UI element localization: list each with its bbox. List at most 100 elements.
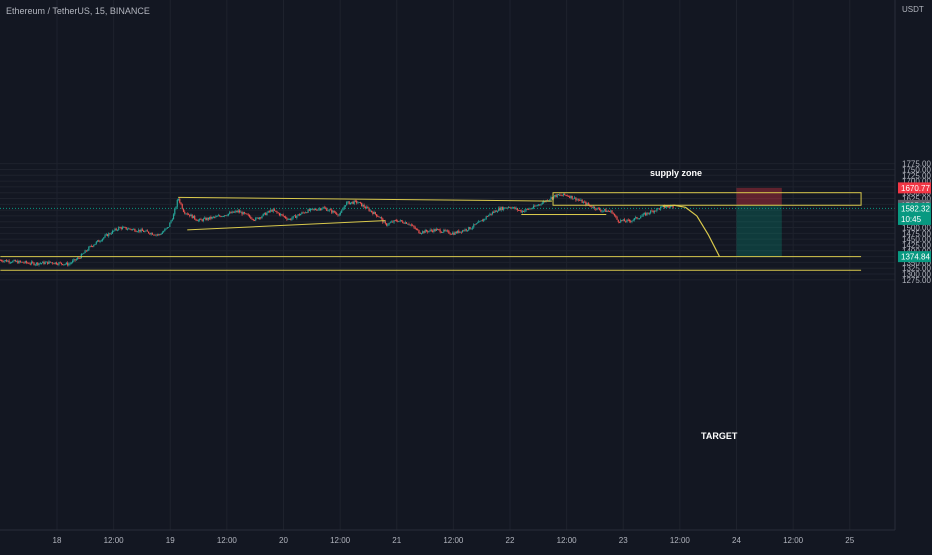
candle-body (397, 221, 399, 222)
price-tag-value: 1670.77 (901, 184, 930, 193)
candle-body (155, 234, 157, 236)
candle-body (206, 217, 208, 221)
candle-body (143, 230, 145, 233)
candle-body (524, 210, 526, 212)
candle-body (633, 218, 636, 220)
candle-body (635, 217, 637, 219)
candle-body (642, 213, 644, 216)
candle-body (352, 201, 354, 204)
candle-body (241, 211, 243, 215)
candle-body (154, 234, 156, 236)
candle-body (368, 208, 370, 212)
candle-body (542, 201, 545, 203)
candle-body (486, 216, 489, 218)
candle-body (374, 211, 376, 215)
candle-body (430, 229, 433, 231)
candle-body (258, 217, 261, 219)
x-tick-label: 20 (279, 536, 288, 545)
candle-body (650, 210, 652, 214)
candle-body (398, 221, 400, 222)
candle-body (343, 206, 345, 209)
candle-body (248, 214, 251, 217)
trendline (187, 220, 386, 231)
candle-body (514, 207, 516, 209)
candle-body (324, 207, 327, 209)
candle-body (564, 193, 566, 196)
candle-body (321, 208, 323, 210)
candle-body (255, 217, 257, 221)
candle-body (134, 228, 136, 232)
candle-body (316, 209, 318, 211)
candle-body (358, 202, 360, 203)
candle-body (658, 208, 660, 210)
candle-body (488, 215, 490, 217)
candle-body (286, 218, 288, 220)
x-tick-label: 12:00 (104, 536, 125, 545)
candle-body (179, 198, 181, 203)
candle-body (293, 215, 295, 217)
candle-body (145, 230, 147, 232)
candle-body (169, 222, 171, 227)
candle-body (444, 229, 446, 231)
y-tick-label: 1325.00 (902, 264, 931, 273)
candle-body (373, 211, 375, 215)
candle-body (65, 262, 67, 265)
candle-body (454, 231, 456, 235)
candle-body (285, 216, 287, 219)
candle-body (232, 211, 234, 213)
candle-body (70, 262, 72, 264)
candle-body (317, 209, 319, 211)
candle-body (618, 221, 621, 223)
candle-body (407, 223, 409, 225)
candle-body (393, 220, 395, 223)
candle-body (170, 220, 172, 223)
candle-body (202, 218, 205, 222)
candle-body (410, 224, 413, 226)
candle-body (292, 216, 294, 219)
candle-body (402, 221, 404, 223)
candle-body (195, 219, 197, 221)
candle-body (595, 208, 597, 210)
candle-body (620, 220, 622, 223)
candle-body (295, 215, 297, 218)
candle-body (574, 197, 576, 199)
x-tick-label: 12:00 (443, 536, 464, 545)
candle-body (522, 210, 525, 212)
candle-body (369, 210, 371, 212)
price-tag-value: 1374.84 (901, 253, 930, 262)
candle-body (236, 210, 238, 213)
candle-body (73, 259, 75, 261)
candle-body (231, 211, 233, 214)
candle-body (613, 213, 616, 216)
candle-body (113, 230, 115, 232)
candle-body (372, 212, 374, 215)
candle-body (233, 211, 236, 213)
candle-body (209, 216, 211, 220)
candle-body (200, 218, 202, 220)
candle-body (442, 232, 444, 233)
candle-body (433, 229, 435, 232)
candle-body (606, 210, 608, 212)
candle-body (581, 199, 583, 203)
candle-body (453, 232, 455, 235)
candle-body (182, 208, 185, 212)
candle-body (622, 219, 624, 221)
candle-body (174, 209, 176, 215)
candle-body (329, 209, 332, 211)
y-tick-label: 1450.00 (902, 235, 931, 244)
candle-body (302, 212, 304, 214)
candle-body (307, 209, 309, 213)
candle-body (519, 210, 521, 212)
candle-body (449, 233, 451, 235)
candle-body (30, 261, 33, 264)
x-tick-label: 12:00 (557, 536, 578, 545)
candle-body (157, 234, 160, 236)
x-tick-label: 12:00 (330, 536, 351, 545)
candle-body (327, 210, 329, 212)
candle-body (424, 230, 426, 233)
candle-body (413, 225, 415, 228)
candle-body (667, 206, 669, 208)
candle-body (28, 263, 30, 264)
